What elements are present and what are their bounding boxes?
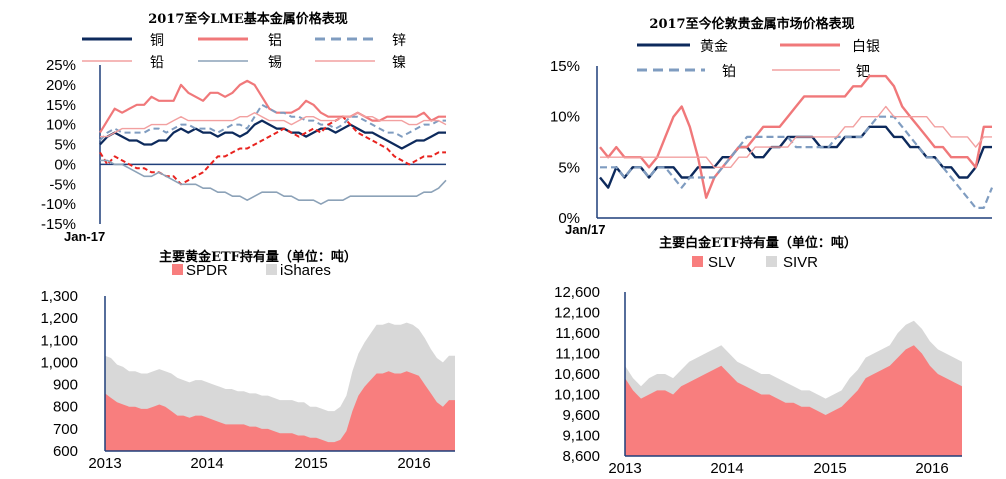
y-tick-label: 9,600 bbox=[562, 407, 600, 424]
y-tick-label: 1,100 bbox=[40, 332, 78, 349]
plat-etf-y-tick-labels: 12,600 12,100 11,600 11,100 10,600 10,100 9,60… bbox=[554, 284, 600, 465]
gold-etf-areas bbox=[105, 322, 455, 451]
y-tick-label: 10% bbox=[550, 109, 580, 126]
lme-series-group bbox=[99, 79, 447, 205]
legend-label-zinc: 锌 bbox=[392, 33, 406, 49]
gold-etf-chart-title: 主要黄金ETF持有量（单位：吨） bbox=[159, 249, 357, 265]
x-tick-label: 2015 bbox=[294, 455, 327, 472]
lme-y-tick-labels: 25% 20% 15% 10% 5% 0% -5% -10% -15% bbox=[41, 57, 76, 233]
legend-label-platinum: 铂 bbox=[722, 64, 736, 80]
y-tick-label: 9,100 bbox=[562, 428, 600, 445]
lme-x-start-label: Jan-17 bbox=[64, 229, 105, 244]
y-tick-label: 10,600 bbox=[554, 366, 600, 383]
lme-chart-title: 2017至今LME基本金属价格表现 bbox=[148, 11, 348, 27]
legend-label-lead: 铅 bbox=[150, 55, 164, 71]
y-tick-label: 11,600 bbox=[555, 325, 600, 342]
y-tick-label: -10% bbox=[41, 196, 76, 213]
legend-label-nickel: 镍 bbox=[392, 55, 406, 71]
lme-chart: 2017至今LME基本金属价格表现 铜 铝 锌 铅 锡 镍 25% 20% 15% 1… bbox=[41, 11, 447, 244]
precious-chart-title: 2017至今伦敦贵金属市场价格表现 bbox=[649, 16, 854, 32]
x-tick-label: 2016 bbox=[397, 455, 430, 472]
plat-etf-legend: SLV SIVR bbox=[692, 254, 818, 271]
series-line-3 bbox=[600, 105, 992, 169]
plat-etf-chart-title: 主要白金ETF持有量（单位：吨） bbox=[659, 235, 857, 251]
plat-etf-chart: 主要白金ETF持有量（单位：吨） SLV SIVR 12,600 12,100 11… bbox=[554, 235, 962, 477]
y-tick-label: 20% bbox=[46, 77, 76, 94]
lme-legend: 铜 铝 锌 铅 锡 镍 bbox=[82, 33, 406, 71]
y-tick-label: 25% bbox=[46, 57, 76, 74]
precious-y-tick-labels: 15% 10% 5% 0% bbox=[550, 58, 580, 227]
legend-swatch-spdr bbox=[172, 264, 183, 275]
y-tick-label: 5% bbox=[558, 159, 580, 176]
y-tick-label: 11,100 bbox=[555, 346, 600, 363]
precious-x-start-label: Jan/17 bbox=[565, 222, 605, 237]
area-spdr bbox=[105, 371, 455, 451]
legend-label-copper: 铜 bbox=[150, 33, 164, 49]
x-tick-label: 2016 bbox=[915, 460, 948, 477]
gold-etf-y-tick-labels: 1,300 1,200 1,100 1,000 900 800 700 600 bbox=[40, 288, 78, 460]
x-tick-label: 2014 bbox=[710, 460, 743, 477]
y-tick-label: 15% bbox=[550, 58, 580, 75]
legend-label-slv: SLV bbox=[708, 254, 735, 271]
gold-etf-x-tick-labels: 2013 2014 2015 2016 bbox=[88, 455, 430, 472]
legend-swatch-sivr bbox=[766, 256, 777, 267]
y-tick-label: 5% bbox=[54, 137, 76, 154]
series-line-5 bbox=[100, 111, 447, 138]
series-line-3 bbox=[99, 115, 446, 186]
y-tick-label: 10,100 bbox=[554, 387, 600, 404]
x-tick-label: 2014 bbox=[190, 455, 223, 472]
area-slv bbox=[625, 345, 962, 456]
series-line-4 bbox=[100, 159, 447, 205]
y-tick-label: 12,100 bbox=[554, 305, 600, 322]
y-tick-label: 0% bbox=[558, 210, 580, 227]
x-tick-label: 2015 bbox=[813, 460, 846, 477]
y-tick-label: 8,600 bbox=[562, 448, 600, 465]
y-tick-label: 1,200 bbox=[40, 310, 78, 327]
legend-label-tin: 锡 bbox=[268, 55, 282, 71]
legend-label-aluminum: 铝 bbox=[268, 33, 282, 49]
gold-etf-chart: 主要黄金ETF持有量（单位：吨） SPDR iShares 1,300 1,200… bbox=[40, 249, 455, 472]
series-line-0 bbox=[99, 119, 446, 150]
legend-label-ishares: iShares bbox=[280, 262, 331, 279]
y-tick-label: 15% bbox=[46, 97, 76, 114]
legend-label-silver: 白银 bbox=[852, 39, 880, 55]
precious-legend: 黄金 白银 铂 钯 bbox=[637, 38, 880, 80]
y-tick-label: -5% bbox=[49, 176, 76, 193]
y-tick-label: 900 bbox=[53, 377, 78, 394]
precious-chart: 2017至今伦敦贵金属市场价格表现 黄金 白银 铂 钯 15% 10% 5% 0% J… bbox=[550, 16, 994, 237]
x-tick-label: 2013 bbox=[608, 460, 641, 477]
series-line-2 bbox=[99, 103, 446, 142]
legend-label-spdr: SPDR bbox=[186, 262, 228, 279]
x-tick-label: 2013 bbox=[88, 455, 121, 472]
series-line-1 bbox=[599, 74, 992, 199]
precious-series-group bbox=[599, 74, 994, 209]
legend-swatch-ishares bbox=[266, 264, 277, 275]
y-tick-label: 1,000 bbox=[40, 354, 78, 371]
y-tick-label: 600 bbox=[53, 443, 78, 460]
y-tick-label: 10% bbox=[46, 117, 76, 134]
legend-swatch-slv bbox=[692, 256, 703, 267]
y-tick-label: 800 bbox=[53, 399, 78, 416]
y-tick-label: 700 bbox=[53, 421, 78, 438]
legend-label-palladium: 钯 bbox=[856, 64, 870, 80]
plat-etf-x-tick-labels: 2013 2014 2015 2016 bbox=[608, 460, 948, 477]
y-tick-label: -15% bbox=[41, 216, 76, 233]
gold-etf-legend: SPDR iShares bbox=[172, 262, 331, 279]
legend-label-sivr: SIVR bbox=[783, 254, 818, 271]
legend-label-gold: 黄金 bbox=[700, 38, 728, 55]
y-tick-label: 0% bbox=[54, 156, 76, 173]
plat-etf-areas bbox=[625, 320, 962, 456]
y-tick-label: 1,300 bbox=[40, 288, 78, 305]
series-line-2 bbox=[600, 115, 994, 209]
y-tick-label: 12,600 bbox=[554, 284, 600, 301]
